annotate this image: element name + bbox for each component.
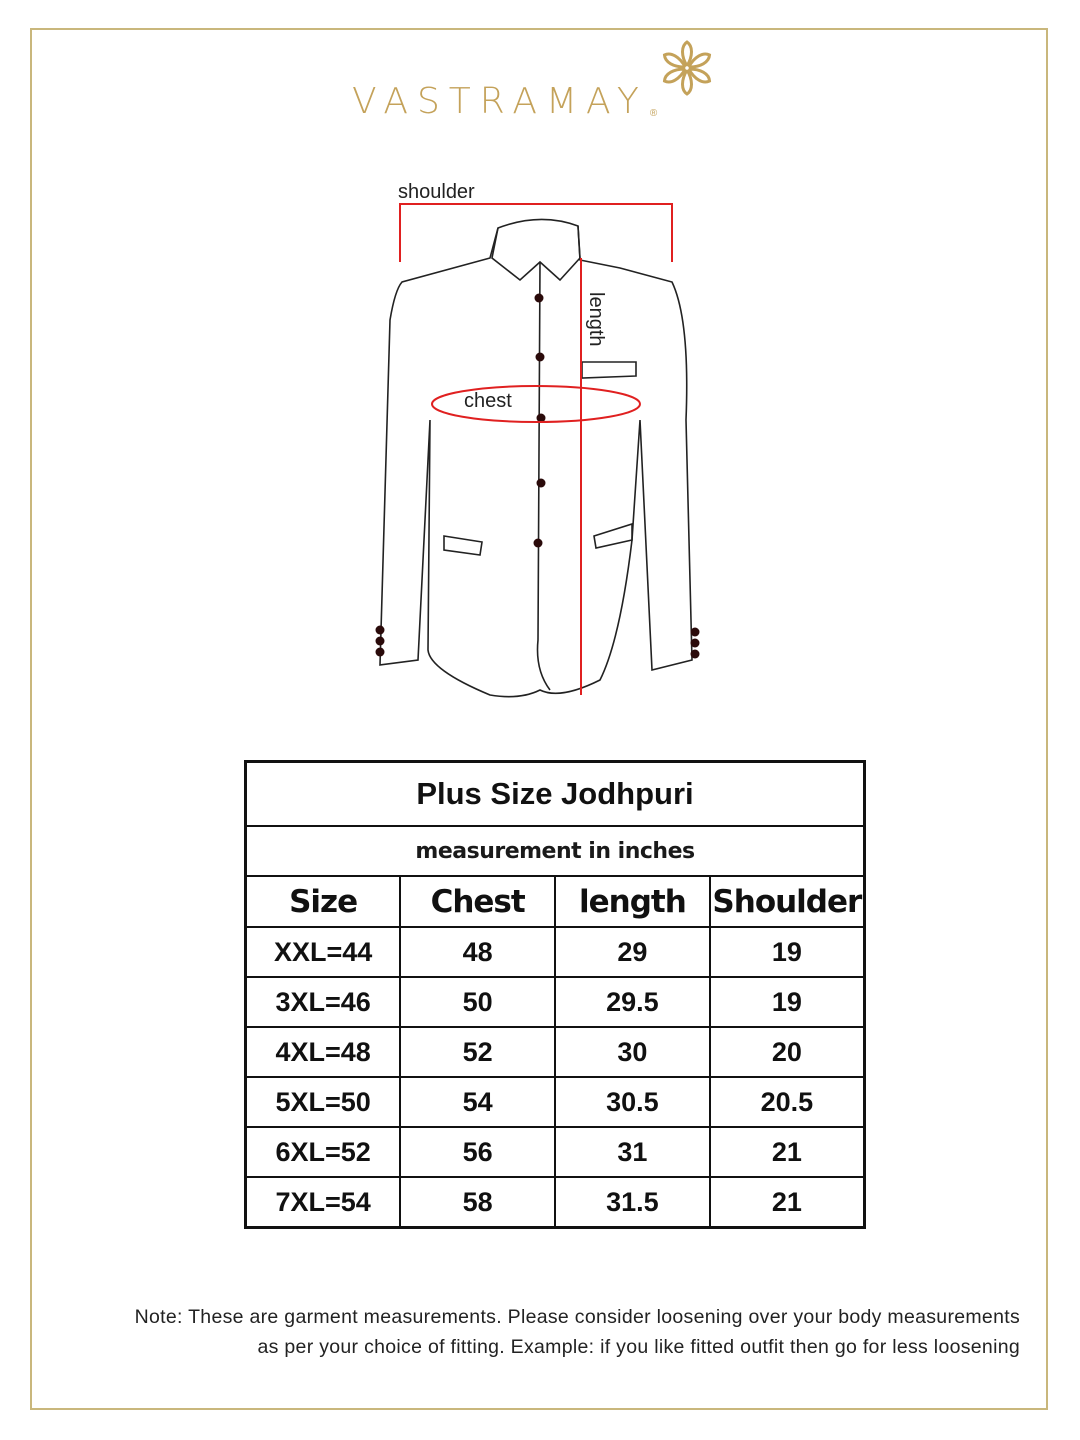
cell-shoulder: 21 (708, 1176, 866, 1229)
table-row: 5XL=50 54 30.5 20.5 (244, 1076, 866, 1128)
cell-shoulder: 21 (708, 1126, 866, 1178)
header-length: length (554, 875, 711, 928)
cell-length: 31.5 (554, 1176, 711, 1229)
cell-chest: 48 (399, 926, 556, 978)
table-row: 6XL=52 56 31 21 (244, 1126, 866, 1178)
cell-length: 29 (554, 926, 711, 978)
cell-shoulder: 20.5 (708, 1076, 866, 1128)
brand-wordmark: VASTRAMAY ® (352, 82, 657, 122)
table-row: 7XL=54 58 31.5 21 (244, 1176, 866, 1229)
brand-name: VASTRAMAY (352, 81, 648, 122)
page-border (30, 28, 1048, 1410)
length-label: length (585, 292, 607, 347)
flower-logo-icon (660, 40, 714, 96)
table-row: 4XL=48 52 30 20 (244, 1026, 866, 1078)
cell-chest: 52 (399, 1026, 556, 1078)
cell-size: 7XL=54 (244, 1176, 402, 1229)
table-row: XXL=44 48 29 19 (244, 926, 866, 978)
cell-size: XXL=44 (244, 926, 402, 978)
cell-length: 30.5 (554, 1076, 711, 1128)
cell-size: 5XL=50 (244, 1076, 402, 1128)
size-chart-table: Plus Size Jodhpuri measurement in inches… (244, 760, 866, 1229)
cell-shoulder: 19 (708, 926, 866, 978)
cell-size: 3XL=46 (244, 976, 402, 1028)
table-row: 3XL=46 50 29.5 19 (244, 976, 866, 1028)
cell-shoulder: 20 (708, 1026, 866, 1078)
fit-note: Note: These are garment measurements. Pl… (40, 1302, 1020, 1362)
table-header-row: Size Chest length Shoulder (244, 875, 866, 928)
note-line-2: as per your choice of fitting. Example: … (257, 1336, 1020, 1358)
jacket-diagram: shoulder chest length (375, 181, 700, 698)
cell-chest: 54 (399, 1076, 556, 1128)
header-shoulder: Shoulder (708, 875, 866, 928)
chest-label: chest (464, 390, 512, 412)
table-subtitle: measurement in inches (244, 825, 866, 877)
header-chest: Chest (399, 875, 556, 928)
cell-length: 30 (554, 1026, 711, 1078)
cell-chest: 50 (399, 976, 556, 1028)
cell-chest: 56 (399, 1126, 556, 1178)
note-line-1: Note: These are garment measurements. Pl… (134, 1306, 1020, 1328)
cell-length: 29.5 (554, 976, 711, 1028)
table-title: Plus Size Jodhpuri (244, 760, 866, 827)
cell-size: 6XL=52 (244, 1126, 402, 1178)
registered-mark: ® (649, 108, 658, 119)
cell-length: 31 (554, 1126, 711, 1178)
cell-shoulder: 19 (708, 976, 866, 1028)
header-size: Size (244, 875, 402, 928)
cell-chest: 58 (399, 1176, 556, 1229)
shoulder-label: shoulder (398, 181, 475, 203)
cell-size: 4XL=48 (244, 1026, 402, 1078)
